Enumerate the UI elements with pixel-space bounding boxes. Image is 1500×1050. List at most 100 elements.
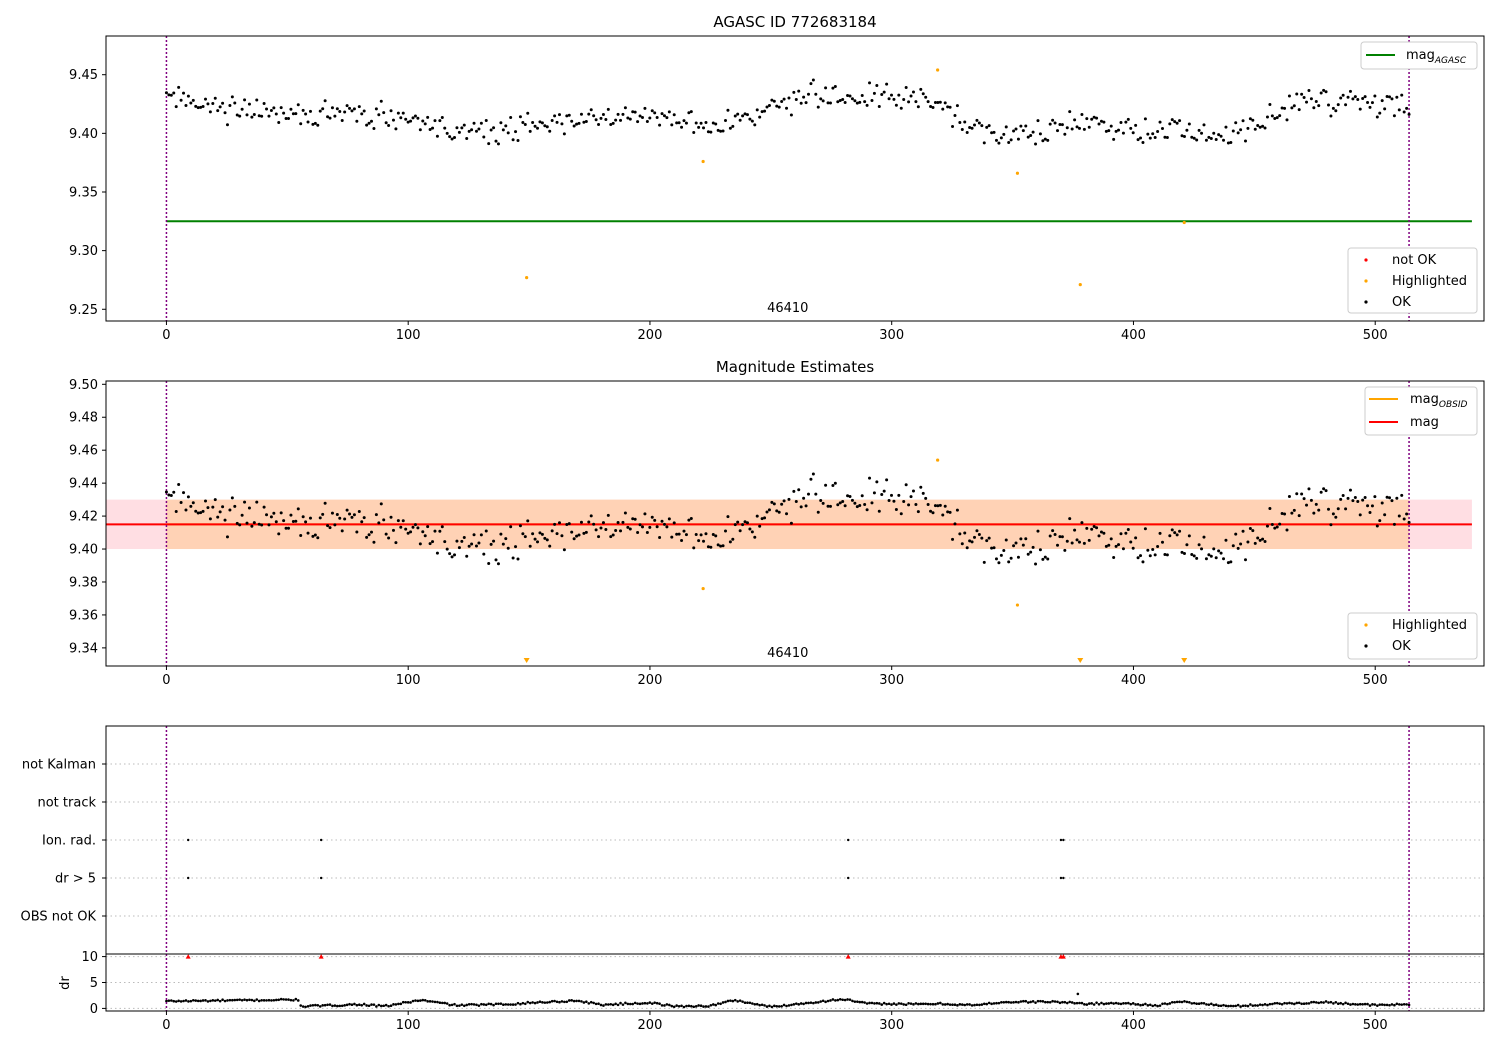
ok-point-2 — [990, 546, 994, 550]
p1-ytick-label-4: 9.45 — [69, 68, 98, 83]
ok-point-2 — [687, 518, 691, 522]
ok-point — [387, 124, 391, 128]
ok-point-2 — [411, 525, 415, 529]
ok-point — [929, 104, 933, 108]
ok-point-2 — [723, 529, 727, 533]
dr-point — [1197, 1002, 1201, 1006]
ok-point-2 — [1270, 523, 1274, 527]
ok-point-2 — [785, 512, 789, 516]
ok-point-2 — [1173, 531, 1177, 535]
ok-point-2 — [1063, 548, 1067, 552]
ok-point-2 — [997, 561, 1001, 565]
dr-point — [821, 999, 825, 1003]
dr-point — [1268, 1002, 1272, 1006]
dr-point — [963, 1003, 967, 1007]
dr-point — [768, 1004, 771, 1008]
ok-point — [787, 96, 791, 100]
ok-point — [509, 115, 513, 119]
ok-point-2 — [579, 520, 583, 524]
dr-point — [1275, 1001, 1279, 1005]
dr-point — [694, 1005, 698, 1008]
ok-point — [846, 93, 850, 97]
ok-point — [606, 107, 610, 111]
ok-point-2 — [1314, 502, 1318, 506]
ok-point-2 — [655, 525, 659, 529]
ok-point — [958, 121, 962, 125]
ok-point — [841, 98, 845, 102]
ok-point-2 — [572, 537, 576, 541]
dr-point — [946, 1002, 949, 1006]
ok-point — [252, 113, 256, 117]
dr-point — [1366, 1002, 1369, 1006]
ok-point-2 — [616, 520, 620, 524]
dr-point — [358, 1003, 361, 1007]
dr-point — [1273, 1002, 1277, 1005]
ok-point — [384, 121, 388, 125]
flag-point — [1059, 876, 1063, 880]
ok-point — [196, 106, 200, 110]
ok-point-2 — [1273, 526, 1277, 530]
dr-point — [1065, 1001, 1069, 1005]
ok-point — [582, 120, 586, 124]
ok-point-2 — [233, 504, 237, 508]
ok-point — [1207, 135, 1211, 139]
dr-point — [1241, 1004, 1245, 1008]
ok-point — [1031, 130, 1035, 134]
dr-point — [1405, 1003, 1408, 1006]
ok-point-2 — [736, 520, 740, 524]
dr-point — [567, 999, 571, 1002]
ok-point — [255, 98, 259, 102]
ok-point-2 — [755, 514, 759, 518]
ok-point-2 — [228, 508, 232, 512]
ok-point-2 — [987, 536, 991, 540]
ok-point — [543, 124, 547, 128]
ok-point-2 — [726, 515, 730, 519]
ok-point-2 — [492, 539, 496, 543]
ok-point-2 — [1031, 545, 1035, 549]
p1-ytick-label-3: 9.40 — [69, 127, 98, 142]
ok-point — [1356, 97, 1360, 101]
ok-point — [946, 105, 950, 109]
dr-point — [1180, 1000, 1184, 1004]
dr-point — [213, 999, 217, 1002]
ok-point-2 — [738, 529, 742, 533]
ok-point — [223, 111, 227, 115]
ok-point-2 — [445, 547, 449, 551]
ok-point-2 — [1241, 529, 1245, 533]
ok-point — [911, 90, 915, 94]
highlighted-point — [701, 159, 705, 164]
ok-point — [1190, 135, 1194, 139]
dr-point — [1297, 1001, 1301, 1005]
dr-point — [909, 1002, 913, 1005]
ok-point — [1268, 103, 1272, 107]
ok-point — [257, 114, 261, 118]
dr-point — [958, 1003, 962, 1006]
ok-point — [421, 119, 425, 123]
ok-point — [616, 112, 620, 116]
ok-point-2 — [1068, 517, 1072, 521]
dr-point — [421, 998, 425, 1002]
ok-point-2 — [1395, 496, 1399, 500]
ok-point — [643, 106, 647, 110]
ok-point-2 — [1058, 535, 1062, 539]
dr-point — [1014, 1000, 1018, 1004]
ok-point — [589, 108, 593, 112]
dr-point — [516, 1001, 520, 1005]
ok-point — [1007, 140, 1011, 144]
ok-point — [833, 85, 837, 89]
ok-point — [462, 123, 466, 127]
ok-point-2 — [1236, 546, 1240, 550]
ok-point — [191, 98, 195, 102]
ok-point — [980, 124, 984, 128]
ok-point-2 — [308, 516, 312, 520]
ok-point-2 — [601, 521, 605, 525]
ok-point — [601, 113, 605, 117]
ok-point — [189, 101, 193, 105]
ok-point — [741, 114, 745, 118]
ok-point-2 — [804, 504, 808, 508]
ok-point — [951, 124, 955, 128]
dr-point — [1058, 1001, 1062, 1005]
ok-point — [199, 105, 203, 109]
dr-point — [1078, 1001, 1081, 1005]
ok-point — [850, 97, 854, 101]
